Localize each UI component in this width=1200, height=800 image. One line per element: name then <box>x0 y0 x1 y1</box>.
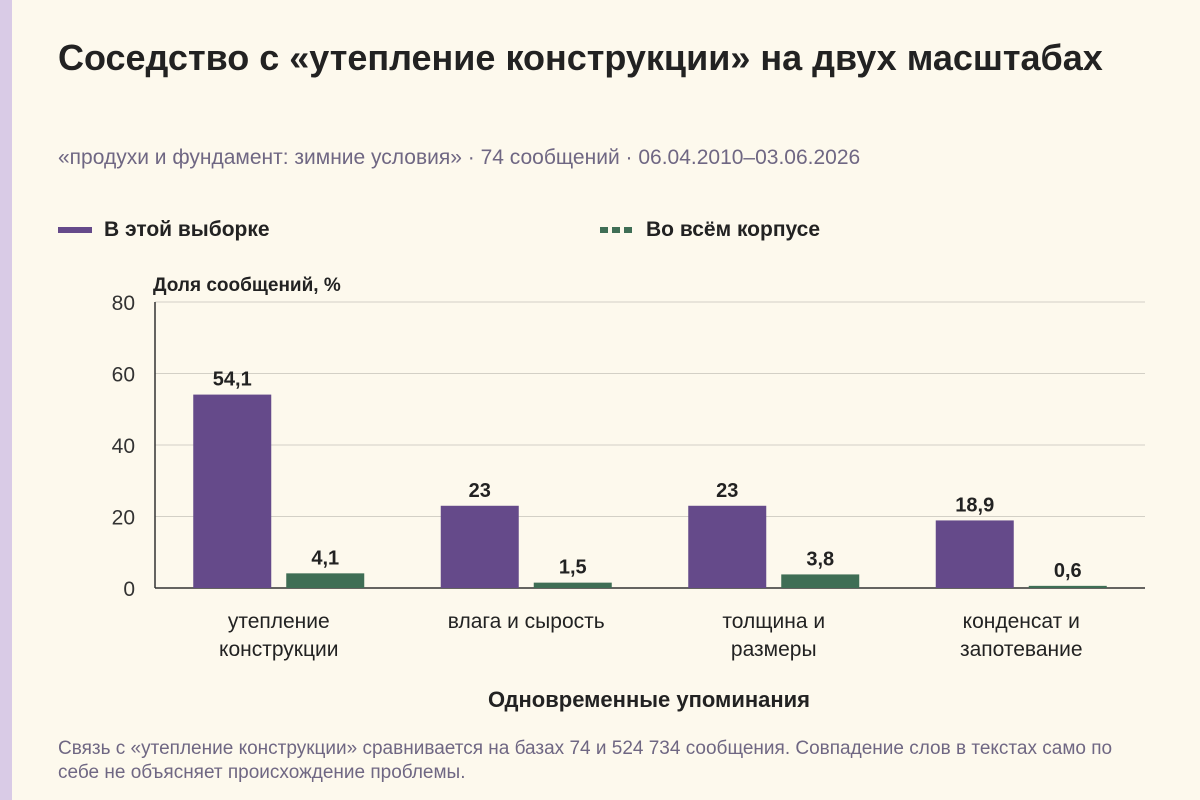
bar-sample <box>935 520 1014 588</box>
side-accent-strip <box>0 0 12 800</box>
data-label: 3,8 <box>806 548 834 570</box>
x-axis-label: Одновременные упоминания <box>488 687 810 712</box>
legend-label-sample: В этой выборке <box>104 218 270 241</box>
y-tick-label: 20 <box>112 507 135 530</box>
legend-label-corpus: Во всём корпусе <box>646 218 821 241</box>
bar-sample <box>193 394 272 588</box>
x-tick-label: размеры <box>731 638 817 661</box>
bar-sample <box>440 505 519 588</box>
data-label: 18,9 <box>955 494 994 516</box>
x-tick-label: запотевание <box>960 638 1083 661</box>
chart-title: Соседство с «утепление конструкции» на д… <box>58 37 1103 78</box>
chart-subtitle: «продухи и фундамент: зимние условия» · … <box>58 146 861 169</box>
bar-corpus <box>286 573 365 588</box>
legend-swatch-corpus <box>600 227 634 233</box>
data-label: 1,5 <box>559 557 587 579</box>
y-axis-label: Доля сообщений, % <box>153 275 341 296</box>
y-tick-label: 60 <box>112 364 135 387</box>
x-tick-label: утепление <box>228 610 330 633</box>
bar-corpus <box>533 582 612 588</box>
legend: В этой выборке Во всём корпусе <box>0 218 1200 248</box>
bar-corpus <box>781 574 860 588</box>
legend-item-sample: В этой выборке <box>58 218 270 242</box>
bar-corpus <box>1028 585 1107 588</box>
y-tick-label: 80 <box>112 292 135 315</box>
data-label: 4,1 <box>311 547 339 569</box>
data-label: 23 <box>469 480 491 502</box>
y-tick-label: 40 <box>112 435 135 458</box>
data-label: 0,6 <box>1054 560 1082 582</box>
data-label: 23 <box>716 480 738 502</box>
bar-sample <box>688 505 767 588</box>
x-tick-label: влага и сырость <box>448 610 605 633</box>
data-label: 54,1 <box>213 369 252 391</box>
y-tick-label: 0 <box>123 578 135 601</box>
footnote: Связь с «утепление конструкции» сравнива… <box>58 738 1113 783</box>
legend-swatch-sample <box>58 227 92 233</box>
x-tick-label: конденсат и <box>963 610 1080 633</box>
x-tick-label: конструкции <box>219 638 338 661</box>
x-tick-label: толщина и <box>722 610 825 633</box>
legend-item-corpus: Во всём корпусе <box>600 218 820 242</box>
